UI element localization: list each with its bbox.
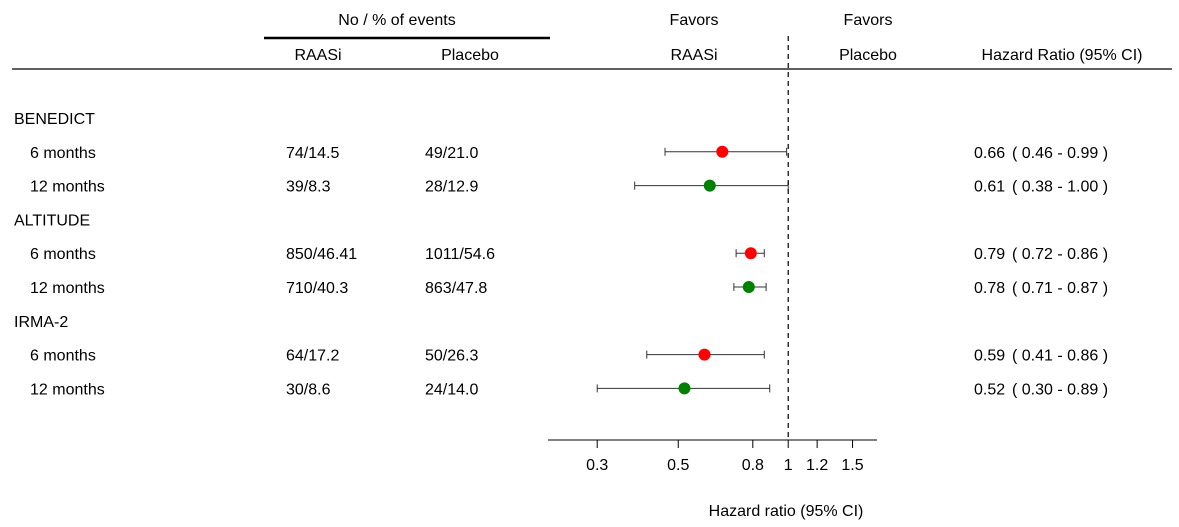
hazard-ratio-value: 0.61 [974,179,1005,196]
hazard-ratio-value: 0.66 [974,145,1005,162]
hazard-ratio-value: 0.79 [974,246,1005,263]
placebo-events: 50/26.3 [425,348,478,365]
timepoint-label: 6 months [30,348,96,365]
point-estimate [703,179,716,192]
point-estimate [744,247,757,260]
placebo-events: 28/12.9 [425,179,478,196]
hazard-ratio-ci: ( 0.30 - 0.89 ) [1012,381,1108,398]
hazard-ratio-value: 0.59 [974,348,1005,365]
point-estimate [742,281,755,293]
hazard-ratio-ci: ( 0.72 - 0.86 ) [1012,246,1108,263]
study-label: ALTITUDE [14,212,90,229]
timepoint-label: 12 months [30,179,105,196]
timepoint-label: 12 months [30,280,105,297]
column-header-raasi: RAASi [294,47,341,64]
favors-left-line2: RAASi [670,47,717,64]
point-estimate [678,382,691,395]
timepoint-label: 12 months [30,381,105,398]
favors-left-line1: Favors [670,12,719,29]
hazard-ratio-ci: ( 0.71 - 0.87 ) [1012,280,1108,297]
placebo-events: 863/47.8 [425,280,487,297]
x-tick-label: 0.8 [742,457,764,474]
x-tick-label: 0.5 [667,457,689,474]
raasi-events: 30/8.6 [286,381,331,398]
point-estimate [698,348,711,361]
placebo-events: 24/14.0 [425,381,478,398]
x-tick-label: 0.3 [586,457,608,474]
events-group-header: No / % of events [338,12,455,29]
x-tick-label: 1 [784,457,793,474]
x-tick-label: 1.2 [806,457,828,474]
raasi-events: 850/46.41 [286,246,357,263]
column-header-placebo: Placebo [441,47,499,64]
hazard-ratio-value: 0.78 [974,280,1005,297]
favors-right-line1: Favors [844,12,893,29]
timepoint-label: 6 months [30,246,96,263]
hazard-ratio-ci: ( 0.38 - 1.00 ) [1012,179,1108,196]
raasi-events: 74/14.5 [286,145,339,162]
placebo-events: 49/21.0 [425,145,478,162]
placebo-events: 1011/54.6 [425,246,495,263]
hazard-ratio-ci: ( 0.46 - 0.99 ) [1012,145,1108,162]
hazard-ratio-ci: ( 0.41 - 0.86 ) [1012,348,1108,365]
timepoint-label: 6 months [30,145,96,162]
raasi-events: 39/8.3 [286,179,331,196]
study-label: BENEDICT [14,111,95,128]
hazard-ratio-value: 0.52 [974,381,1005,398]
x-tick-label: 1.5 [841,457,863,474]
favors-right-line2: Placebo [839,47,897,64]
x-axis: 0.3 0.5 0.8 1 1.2 1.5 [548,36,877,474]
column-header-hazard-ratio: Hazard Ratio (95% CI) [982,47,1143,64]
forest-rows: BENEDICT 6 months 74/14.5 49/21.0 0.66 ( 0.46… [14,111,1108,398]
study-label: IRMA-2 [14,314,68,331]
x-axis-label: Hazard ratio (95% CI) [709,503,864,520]
raasi-events: 64/17.2 [286,348,339,365]
point-estimate [716,145,729,158]
raasi-events: 710/40.3 [286,280,348,297]
